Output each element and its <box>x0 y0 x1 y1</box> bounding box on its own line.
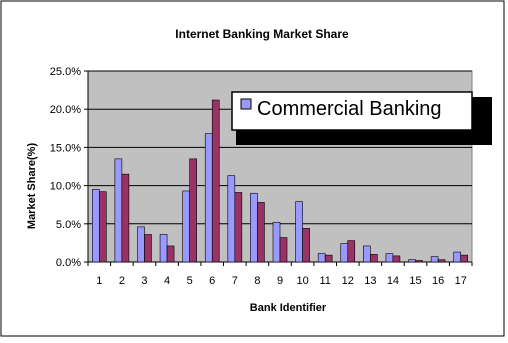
x-tick-label: 13 <box>364 275 376 287</box>
bar-series-2 <box>279 237 288 263</box>
x-axis-label: Bank Identifier <box>250 302 327 314</box>
bar-series-2 <box>257 202 265 263</box>
bar-series-1 <box>385 253 394 263</box>
x-tick-label: 1 <box>96 275 102 287</box>
x-tick-label: 10 <box>296 275 308 287</box>
bar-series-2 <box>415 260 423 263</box>
bar-series-2 <box>166 245 175 263</box>
bar-series-2 <box>324 254 333 263</box>
bar-series-1 <box>317 253 326 263</box>
bar-series-1 <box>114 158 123 263</box>
bar-series-2 <box>98 191 107 263</box>
bar-series-2 <box>189 158 197 263</box>
bar-series-2 <box>302 228 310 263</box>
x-tick-label: 6 <box>209 275 215 287</box>
x-tick-label: 17 <box>455 275 467 287</box>
bar-series-1 <box>159 234 168 263</box>
bar-series-1 <box>295 201 303 263</box>
bar-series-2 <box>437 259 446 263</box>
x-tick-label: 2 <box>119 275 125 287</box>
bar-series-1 <box>453 251 462 263</box>
y-axis-ticks: 0.0% 5.0% 10.0% 15.0% 20.0% 25.0% <box>50 66 88 269</box>
x-tick-label: 15 <box>409 275 421 287</box>
x-tick-label: 14 <box>387 275 399 287</box>
bar-series-1 <box>250 192 258 263</box>
bar-series-1 <box>227 175 236 263</box>
bar-series-1 <box>204 133 213 263</box>
bar-series-2 <box>121 173 130 263</box>
bar-series-2 <box>370 254 378 263</box>
y-tick-label: 15.0% <box>50 142 81 154</box>
bars <box>91 99 469 263</box>
x-tick-label: 8 <box>254 275 260 287</box>
x-axis-ticks: 1 2 3 4 5 6 7 8 9 10 11 12 13 14 15 16 17 <box>87 262 473 287</box>
legend: Commercial Banking <box>231 91 492 145</box>
x-tick-label: 4 <box>164 275 170 287</box>
x-tick-label: 16 <box>432 275 444 287</box>
x-tick-label: 11 <box>319 275 330 287</box>
legend-swatch <box>240 98 252 110</box>
y-tick-label: 0.0% <box>56 257 81 269</box>
x-tick-label: 9 <box>277 275 283 287</box>
chart-title: Internet Banking Market Share <box>175 27 349 41</box>
legend-box <box>231 91 473 131</box>
bar-series-2 <box>211 99 220 263</box>
y-tick-label: 20.0% <box>50 104 81 116</box>
bar-series-2 <box>144 234 152 263</box>
bar-series-2 <box>460 254 469 263</box>
bar-series-1 <box>408 259 416 263</box>
bar-series-1 <box>430 256 439 263</box>
x-tick-label: 7 <box>232 275 238 287</box>
bar-series-2 <box>234 192 243 263</box>
y-tick-label: 5.0% <box>56 219 81 231</box>
bar-series-2 <box>347 240 356 263</box>
y-tick-label: 25.0% <box>50 66 81 78</box>
bar-series-2 <box>392 255 401 263</box>
bar-series-1 <box>91 189 100 263</box>
bar-series-1 <box>340 243 349 263</box>
bar-series-1 <box>272 221 281 263</box>
bar-series-1 <box>137 226 145 263</box>
y-tick-label: 10.0% <box>50 181 81 193</box>
bar-series-1 <box>182 190 190 263</box>
bar-series-1 <box>363 245 371 263</box>
x-tick-label: 12 <box>342 275 354 287</box>
legend-label: Commercial Banking <box>257 98 442 120</box>
x-tick-label: 5 <box>187 275 193 287</box>
x-tick-label: 3 <box>141 275 147 287</box>
y-axis-label: Market Share(%) <box>26 143 38 230</box>
